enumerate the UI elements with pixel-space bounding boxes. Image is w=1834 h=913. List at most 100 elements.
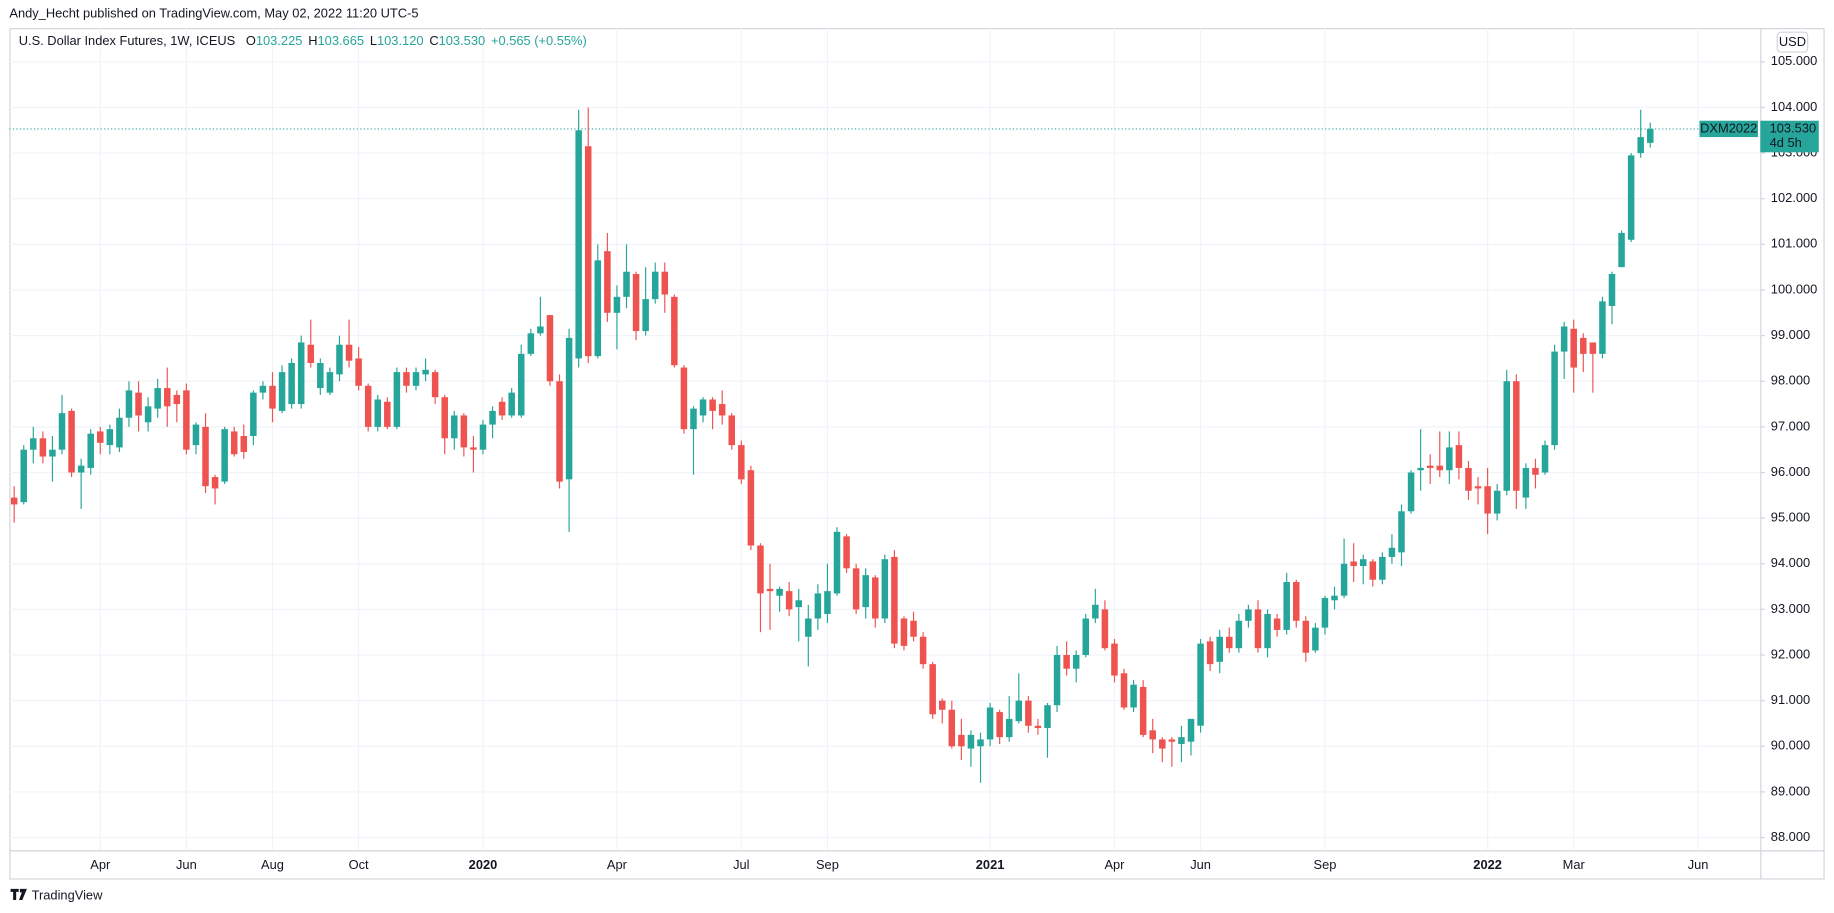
candle-body <box>1618 232 1625 268</box>
candle-body <box>565 337 573 480</box>
brand-name: TradingView <box>32 887 103 902</box>
candle-body <box>1072 655 1080 669</box>
countdown-tag: 4d 5h <box>1770 135 1802 150</box>
price-tag: 103.530 <box>1770 120 1816 135</box>
candle-body <box>1541 445 1549 473</box>
candle-body <box>1388 547 1396 557</box>
candle-body <box>1245 609 1252 621</box>
brand: TradingView <box>10 887 103 902</box>
candle-body <box>604 251 611 313</box>
candle-body <box>1149 730 1156 740</box>
candle-body <box>613 296 621 313</box>
candle-body <box>766 588 774 592</box>
candle-body <box>1379 556 1386 580</box>
y-tick-label: 100.000 <box>1771 281 1817 296</box>
candle-body <box>757 545 764 594</box>
candle-body <box>1560 326 1568 352</box>
candle-body <box>1321 597 1329 628</box>
ohlc-key: L <box>370 33 377 48</box>
ohlc-key: C <box>429 33 438 48</box>
candle-body <box>106 429 114 446</box>
candle-body <box>278 372 286 411</box>
candle-body <box>881 559 889 619</box>
candle-body <box>479 424 487 450</box>
candle-body <box>642 299 649 332</box>
x-tick-label: Sep <box>816 857 839 872</box>
candle-body <box>1015 700 1023 722</box>
candle-body <box>1053 655 1061 706</box>
candle-body <box>919 636 927 665</box>
candle-body <box>862 575 869 608</box>
candle-body <box>518 353 525 416</box>
candle-body <box>1139 686 1147 735</box>
candle-body <box>1292 582 1300 621</box>
x-tick-label: 2021 <box>976 857 1005 872</box>
candle-body <box>1426 465 1434 468</box>
candle-body <box>776 588 783 596</box>
candle-body <box>1302 620 1310 653</box>
candle-body <box>39 438 47 457</box>
candle-body <box>680 367 688 430</box>
candle-body <box>1092 604 1099 619</box>
candle-body <box>690 408 697 430</box>
candle-body <box>929 664 936 715</box>
candle-body <box>527 333 535 354</box>
y-tick-label: 89.000 <box>1771 783 1810 798</box>
x-tick-label: Sep <box>1314 857 1337 872</box>
candle-body <box>661 271 669 295</box>
candle-body <box>77 465 85 473</box>
candle-body <box>1082 618 1090 656</box>
candle-body <box>584 146 592 357</box>
candle-body <box>269 385 276 409</box>
candle-body <box>154 388 161 409</box>
candle-body <box>1580 337 1587 354</box>
candle-body <box>374 399 381 427</box>
chart-frame <box>9 28 1825 880</box>
candle-body <box>1446 447 1453 471</box>
candle-body <box>1407 472 1415 512</box>
candle-body <box>1436 465 1444 471</box>
candle-body <box>125 390 133 418</box>
candle-body <box>307 344 315 363</box>
candle-body <box>1254 609 1262 649</box>
candle-body <box>1063 655 1070 669</box>
candle-body <box>1637 137 1644 154</box>
candle-body <box>1551 351 1558 446</box>
x-tick-label: Apr <box>90 857 111 872</box>
candle-body <box>1627 155 1635 240</box>
candle-body <box>699 399 707 416</box>
candle-body <box>833 531 841 594</box>
y-tick-label: 92.000 <box>1771 646 1810 661</box>
y-tick-label: 105.000 <box>1771 53 1817 68</box>
candle-body <box>546 315 554 382</box>
candle-body <box>384 401 391 427</box>
symbol-tag-box <box>1699 120 1758 138</box>
legend: U.S. Dollar Index Futures, 1W, ICEUS O10… <box>19 33 587 48</box>
overlay: 88.000 89.000 90.000 91.000 92.000 93.000 94.0… <box>9 53 1819 872</box>
candle-body <box>1120 673 1128 708</box>
ohlc-key: H <box>308 33 317 48</box>
candle-body <box>948 709 956 747</box>
candle-body <box>135 392 142 416</box>
symbol-title: U.S. Dollar Index Futures, 1W, ICEUS <box>19 33 236 48</box>
candle-body <box>1570 328 1577 368</box>
candle-body <box>1025 700 1032 726</box>
candle-body <box>900 618 908 646</box>
x-tick-label: Jul <box>733 857 749 872</box>
candle-body <box>1044 705 1051 729</box>
candle-body <box>30 438 37 450</box>
y-tick-label: 88.000 <box>1771 829 1810 844</box>
candle-body <box>1589 342 1597 354</box>
x-tick-label: 2022 <box>1473 857 1502 872</box>
candle-body <box>1283 582 1290 630</box>
candle-body <box>1264 613 1271 649</box>
candle-body <box>1474 486 1482 489</box>
candle-body <box>183 390 190 450</box>
candle-body <box>1599 301 1606 354</box>
candle-body <box>1168 739 1176 742</box>
y-tick-label: 102.000 <box>1771 190 1817 205</box>
candle-body <box>355 358 362 386</box>
candle-body <box>1493 490 1501 514</box>
